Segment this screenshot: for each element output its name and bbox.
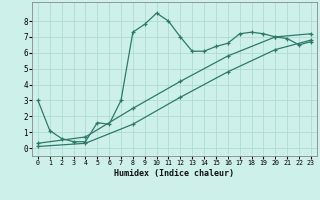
X-axis label: Humidex (Indice chaleur): Humidex (Indice chaleur) bbox=[115, 169, 234, 178]
